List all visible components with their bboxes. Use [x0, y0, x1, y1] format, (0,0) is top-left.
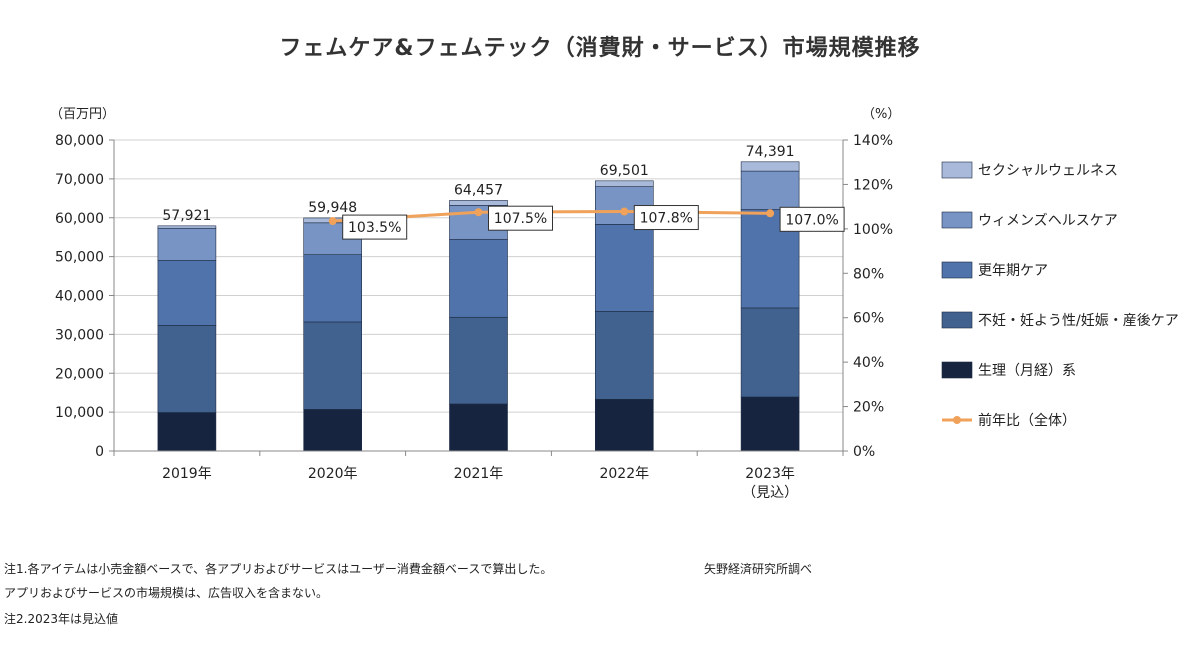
y-tick-label: 60,000: [55, 211, 104, 227]
y2-tick-label: 60%: [853, 311, 884, 327]
yoy-label-box: [488, 205, 553, 231]
y-tick-label: 70,000: [55, 172, 104, 188]
bar-segment: [303, 254, 363, 323]
bar-segment: [449, 403, 508, 452]
y-tick-label: 10,000: [55, 405, 104, 421]
yoy-label: 107.5%: [494, 211, 547, 227]
x-category-label: 2021年: [454, 466, 504, 482]
bar-segment: [449, 316, 508, 405]
bar-segment: [594, 180, 654, 187]
y-tick-label: 80,000: [55, 133, 104, 149]
legend-swatch: [941, 311, 973, 329]
legend-swatch: [941, 361, 973, 379]
yoy-marker: [620, 207, 629, 216]
source-credit: 矢野経済研究所調べ: [704, 562, 813, 576]
yoy-label-box: [342, 214, 408, 240]
bar-segment: [449, 200, 508, 206]
y2-axis-unit: （%）: [862, 107, 900, 122]
y2-tick-label: 20%: [853, 400, 884, 416]
note-2: 注2.2023年は見込値: [4, 612, 118, 626]
yoy-label: 107.0%: [785, 212, 838, 228]
bar-total-label: 64,457: [454, 182, 503, 198]
bar-segment: [449, 239, 508, 318]
yoy-marker: [328, 217, 337, 226]
legend-label: 不妊・妊よう性/妊娠・産後ケア: [978, 313, 1179, 329]
yoy-label-box: [779, 206, 845, 232]
bar-segment: [594, 311, 654, 400]
legend-label: 前年比（全体）: [978, 412, 1076, 429]
bar-segment: [740, 161, 800, 172]
legend-label: 生理（月経）系: [978, 363, 1076, 379]
bar-segment: [740, 170, 800, 210]
x-category-label: 2020年: [308, 466, 358, 482]
bar-segment: [303, 409, 363, 452]
bar-total-label: 69,501: [600, 163, 649, 179]
bar-total-label: 59,948: [308, 200, 357, 216]
yoy-label-box: [633, 205, 699, 231]
bar-segment: [740, 209, 800, 309]
bar-total-label: 57,921: [162, 208, 211, 224]
y-axis-unit: （百万円）: [50, 107, 115, 122]
y-tick-label: 0: [95, 444, 104, 460]
legend-swatch: [941, 211, 973, 229]
y2-tick-label: 140%: [853, 133, 893, 149]
x-category-label: （見込）: [742, 485, 798, 501]
bar-segment: [157, 225, 217, 229]
note-1-line-1: 注1.各アイテムは小売金額ベースで、各アプリおよびサービスはユーザー消費金額ベー…: [4, 562, 553, 576]
yoy-marker: [474, 208, 483, 217]
legend-swatch: [941, 261, 973, 279]
y2-tick-label: 40%: [853, 355, 884, 371]
yoy-label: 107.8%: [640, 211, 693, 227]
bar-segment: [157, 260, 217, 326]
y2-tick-label: 0%: [853, 444, 875, 460]
x-category-label: 2019年: [162, 466, 212, 482]
bar-segment: [594, 398, 654, 452]
bar-segment: [740, 307, 800, 398]
bar-segment: [303, 321, 363, 410]
legend-swatch: [941, 161, 973, 179]
y-tick-label: 30,000: [55, 327, 104, 343]
legend-label: 更年期ケア: [978, 263, 1048, 279]
x-category-label: 2022年: [599, 466, 649, 482]
bar-total-label: 74,391: [746, 144, 795, 160]
bar-segment: [157, 227, 217, 261]
yoy-marker: [766, 209, 775, 218]
y-tick-label: 20,000: [55, 366, 104, 382]
bar-segment: [157, 412, 217, 452]
y2-tick-label: 80%: [853, 266, 884, 282]
y2-tick-label: 120%: [853, 177, 893, 193]
x-category-label: 2023年: [745, 466, 795, 482]
bar-segment: [740, 396, 800, 452]
bar-segment: [157, 325, 217, 413]
legend-line-marker: [953, 416, 961, 424]
yoy-label: 103.5%: [348, 220, 401, 236]
note-1-line-2: アプリおよびサービスの市場規模は、広告収入を含まない。: [4, 586, 329, 600]
y-tick-label: 50,000: [55, 250, 104, 266]
y-tick-label: 40,000: [55, 289, 104, 305]
bar-segment: [594, 224, 654, 312]
chart-title: フェムケア&フェムテック（消費財・サービス）市場規模推移: [279, 36, 921, 61]
y2-tick-label: 100%: [853, 222, 893, 238]
legend-label: セクシャルウェルネス: [978, 163, 1118, 179]
legend-label: ウィメンズヘルスケア: [978, 213, 1118, 229]
